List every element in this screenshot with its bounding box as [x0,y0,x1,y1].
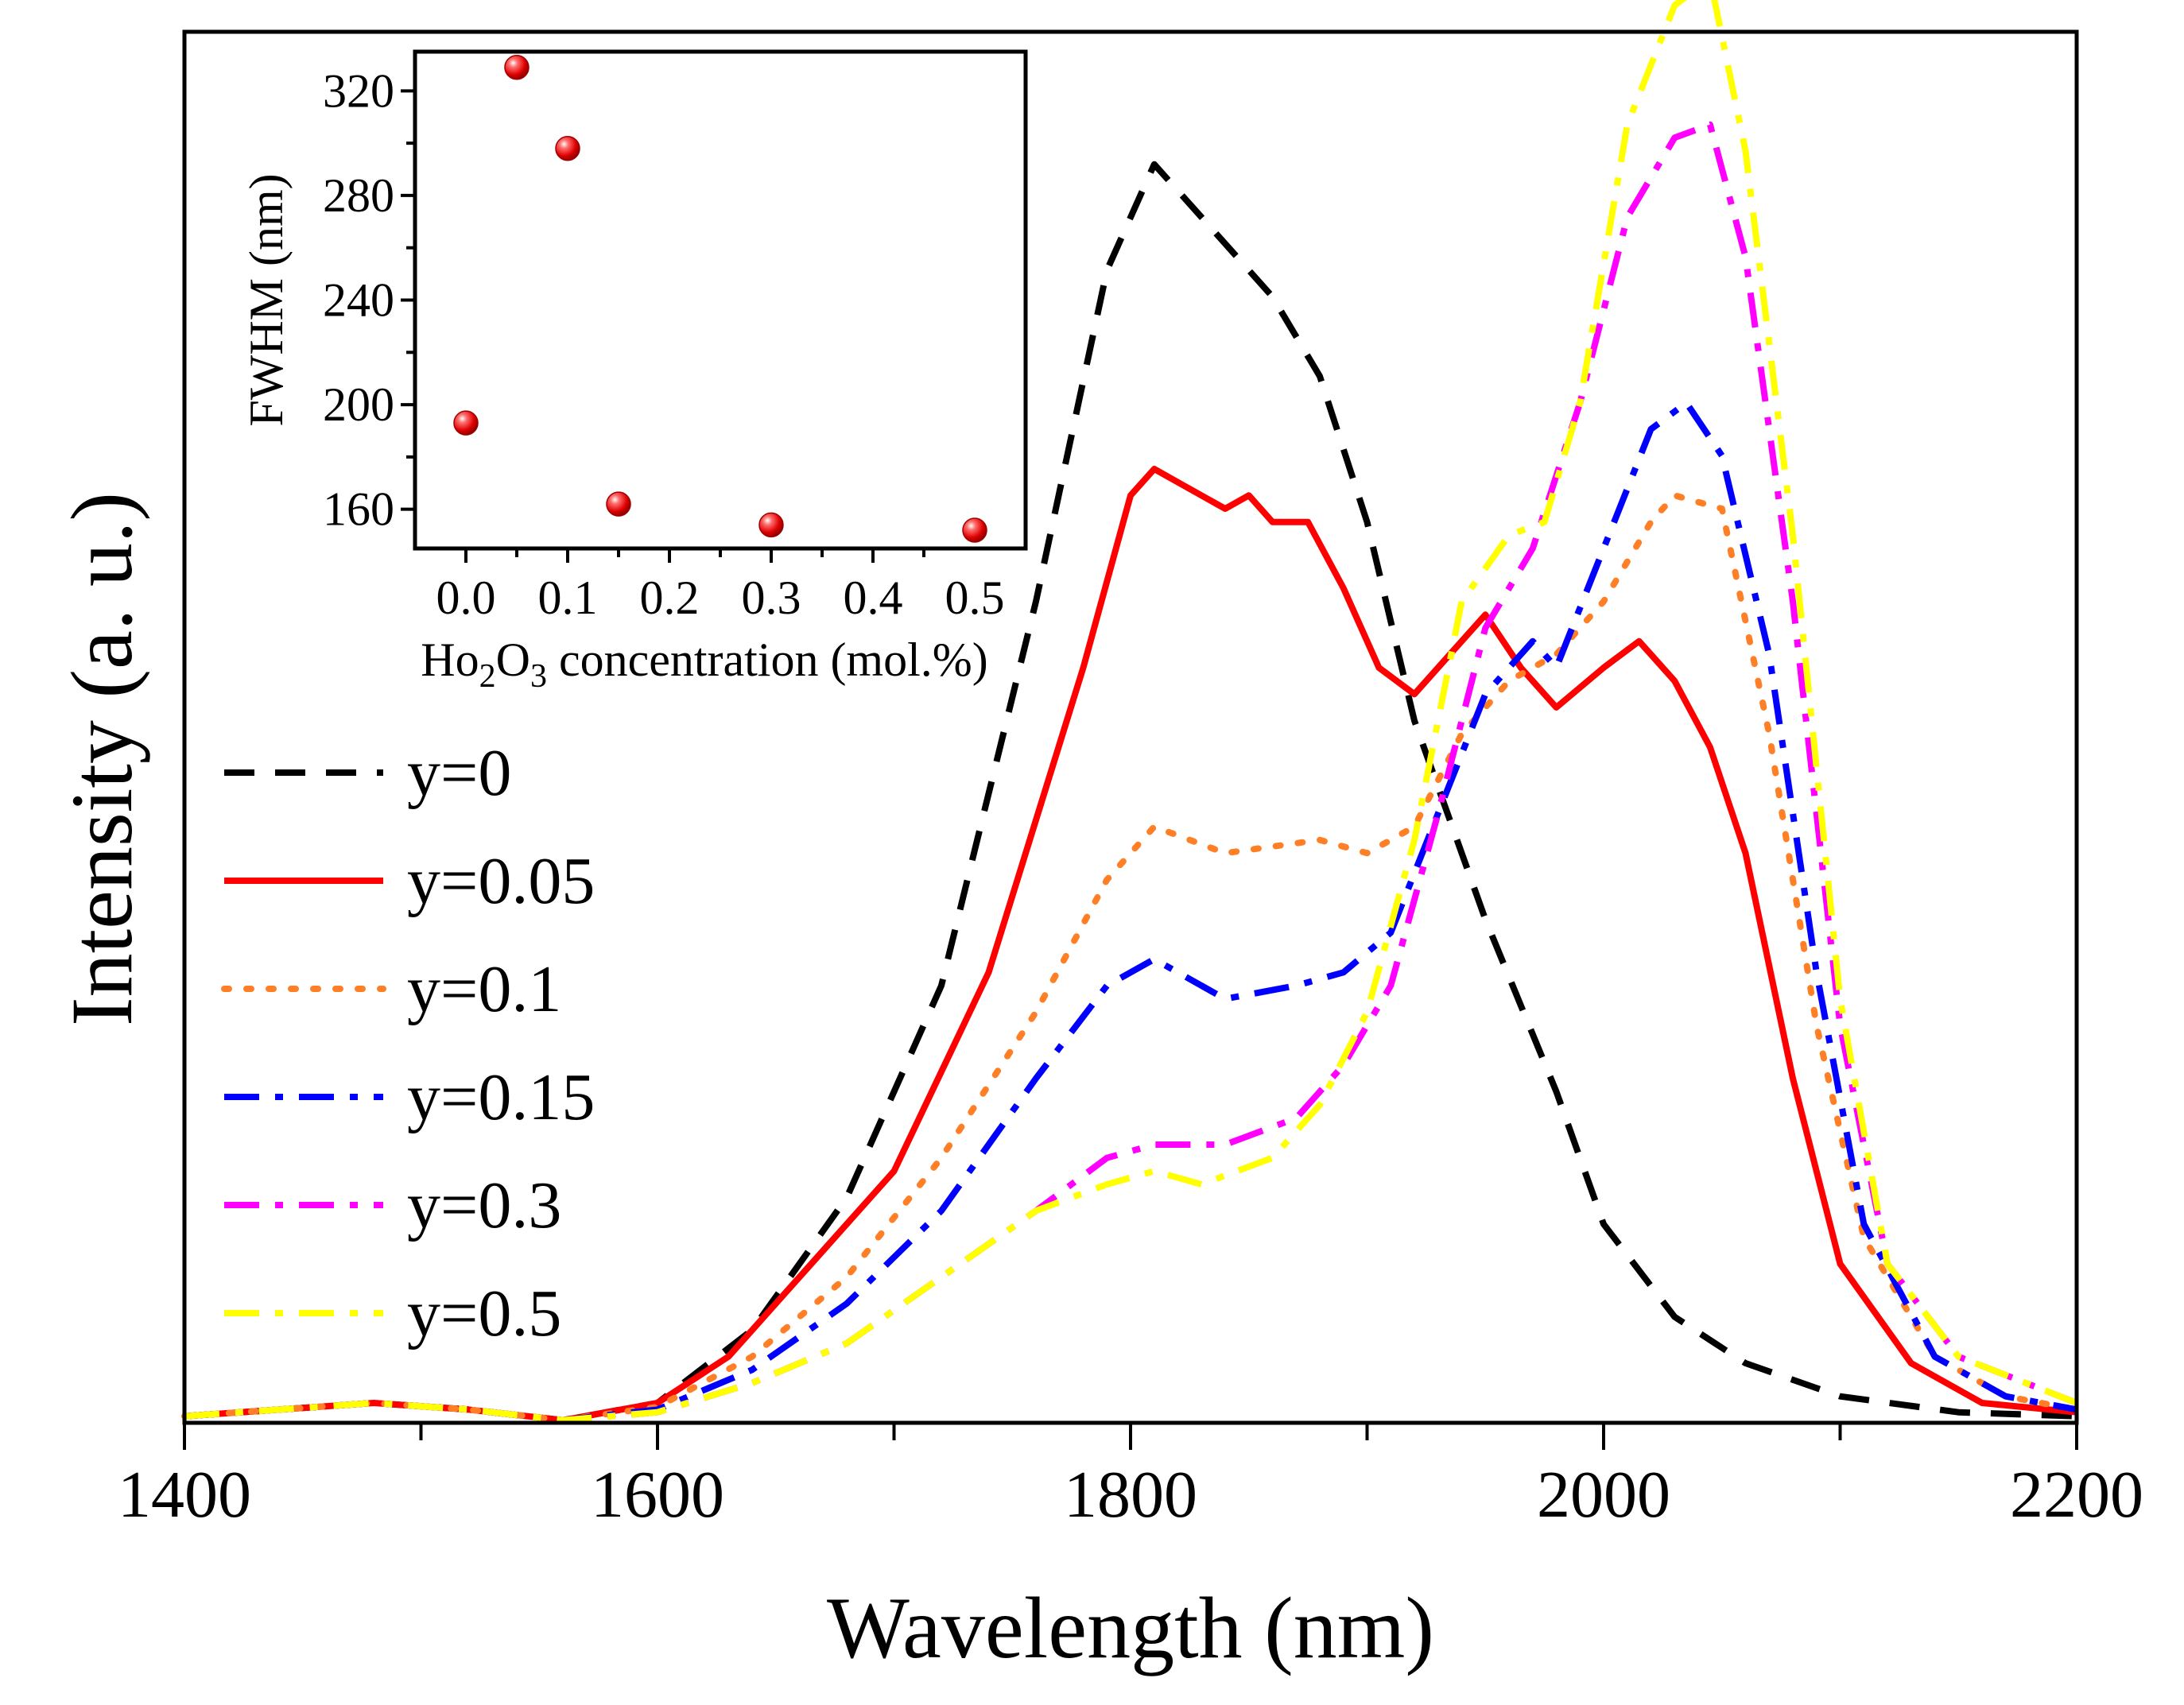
inset-x-tick-label: 0.2 [640,572,700,624]
legend-label: y=0.05 [407,844,595,918]
inset-x-tick-label: 0.1 [538,572,598,624]
legend-label: y=0.5 [407,1277,561,1350]
inset-data-point [555,135,580,161]
x-tick-label: 2200 [2010,1458,2143,1532]
inset-x-axis-title: Ho2O3 concentration (mol.%) [421,634,987,695]
inset-x-tick-label: 0.4 [844,572,903,624]
inset-x-axis-title-subscript: 2 [479,658,496,695]
inset-data-point [453,410,479,436]
legend-label: y=0.1 [407,952,561,1026]
series-line-y-0-5 [184,0,2078,1424]
inset-x-axis-title-part: O [496,634,530,686]
x-tick-label: 1600 [591,1458,724,1532]
main-x-axis-title: Wavelength (nm) [827,1579,1434,1676]
legend-label: y=0.15 [407,1060,595,1134]
inset-x-tick-label: 0.5 [945,572,1005,624]
inset-data-point [758,512,784,538]
inset-data-point [606,491,631,517]
inset-points-group [453,54,987,543]
x-tick-label: 2000 [1537,1458,1670,1532]
series-line-y-0-05 [184,466,2077,1424]
inset-x-axis-title-part: Ho [421,634,479,686]
inset-y-tick-label: 200 [323,378,394,431]
inset-y-tick-label: 320 [323,64,394,117]
main-series-group [181,0,2080,1424]
main-plot: 1400 1600 1800 2000 2200 Wavelength (nm) Int… [53,0,2143,1676]
x-tick-label: 1800 [1064,1458,1197,1532]
series-line-y-0-1 [181,492,2080,1424]
main-y-axis-title: Intensity (a. u.) [53,492,150,1026]
inset-x-tick-label: 0.0 [436,572,496,624]
inset-y-tick-label: 280 [323,169,394,222]
inset-data-point [962,517,987,543]
legend-label: y=0 [407,736,511,810]
main-x-ticks: 1400 1600 1800 2000 2200 [118,1423,2143,1532]
inset-y-tick-label: 240 [323,274,394,327]
legend-label: y=0.3 [407,1168,561,1242]
inset-x-axis-title-subscript: 3 [530,658,547,695]
inset-y-axis-title: FWHM (nm) [240,173,293,426]
inset-ticks: 160 200 240 280 320 0.0 0.1 0.2 0.3 0.4 0.5 [323,64,1005,624]
legend: y=0 y=0.05 y=0.1 y=0.15 y=0.3 y=0.5 [221,736,595,1350]
series-line-y-0-15 [184,399,2077,1424]
inset-plot: 160 200 240 280 320 0.0 0.1 0.2 0.3 0.4 0.5 Ho2O3 … [240,49,1028,695]
inset-x-axis-title-part: concentration (mol.%) [547,634,988,686]
inset-data-point [504,54,530,80]
x-tick-label: 1400 [118,1458,251,1532]
inset-x-tick-label: 0.3 [742,572,801,624]
inset-y-tick-label: 160 [323,483,394,536]
